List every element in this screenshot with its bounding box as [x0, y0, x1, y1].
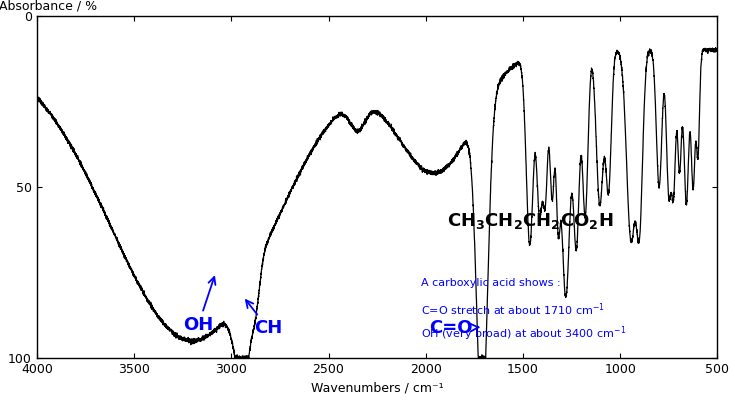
- Text: A carboxylic acid shows :: A carboxylic acid shows :: [421, 278, 561, 288]
- Text: C=O stretch at about 1710 cm$^{-1}$: C=O stretch at about 1710 cm$^{-1}$: [421, 302, 606, 318]
- Y-axis label: Absorbance / %: Absorbance / %: [0, 0, 98, 12]
- Text: OH (very broad) at about 3400 cm$^{-1}$: OH (very broad) at about 3400 cm$^{-1}$: [421, 325, 627, 343]
- Text: $\mathbf{CH_3CH_2CH_2CO_2H}$: $\mathbf{CH_3CH_2CH_2CO_2H}$: [447, 211, 614, 231]
- X-axis label: Wavenumbers / cm⁻¹: Wavenumbers / cm⁻¹: [311, 382, 443, 394]
- Text: C=O: C=O: [429, 320, 478, 338]
- Text: OH: OH: [183, 277, 215, 334]
- Text: CH: CH: [246, 300, 282, 338]
